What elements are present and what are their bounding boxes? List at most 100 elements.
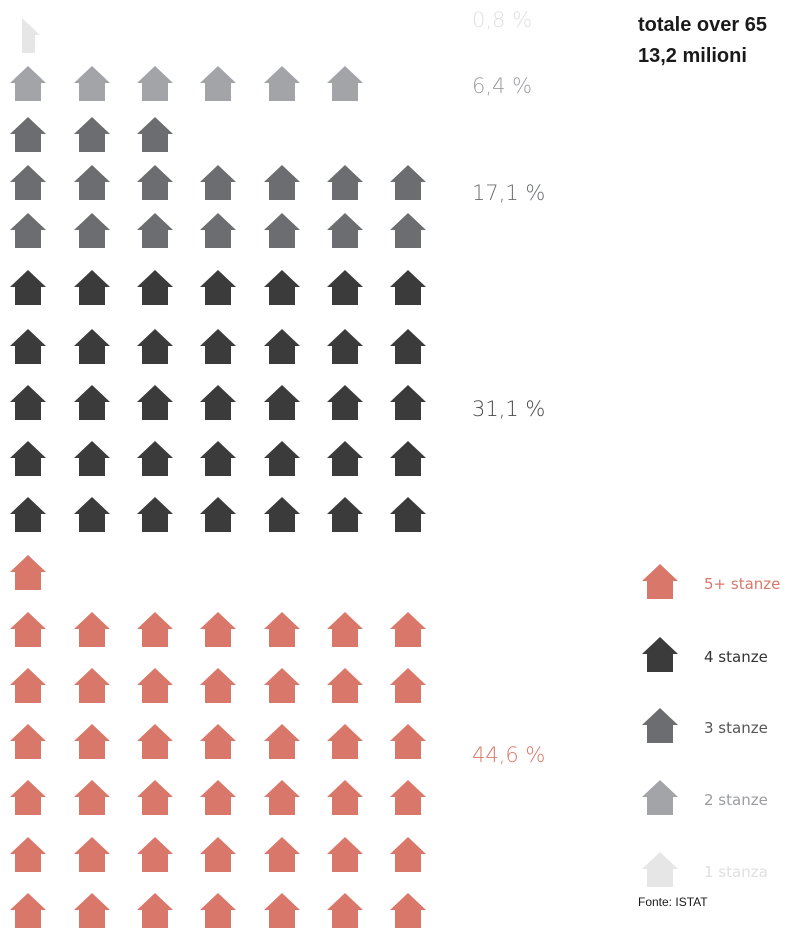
- house-icon: [327, 329, 363, 364]
- house-icon: [137, 441, 173, 476]
- house-icon: [10, 117, 46, 152]
- house-icon: [390, 612, 426, 647]
- house-icon: [74, 497, 110, 532]
- house-icon: [10, 165, 46, 200]
- house-icon: [22, 18, 40, 53]
- house-icon: [264, 612, 300, 647]
- house-icon: [74, 893, 110, 928]
- house-icon: [390, 724, 426, 759]
- house-icon: [200, 612, 236, 647]
- chart-title-line1: totale over 65: [638, 14, 767, 36]
- house-icon: [390, 441, 426, 476]
- house-icon: [137, 117, 173, 152]
- house-icon: [390, 837, 426, 872]
- house-icon: [74, 612, 110, 647]
- house-icon: [264, 497, 300, 532]
- house-icon: [74, 329, 110, 364]
- house-icon: [10, 329, 46, 364]
- house-icon: [10, 612, 46, 647]
- house-icon: [390, 165, 426, 200]
- house-icon: [264, 213, 300, 248]
- house-icon: [327, 497, 363, 532]
- house-icon: [390, 497, 426, 532]
- legend-house-icon: [642, 708, 678, 743]
- house-icon: [200, 780, 236, 815]
- legend-house-icon: [642, 780, 678, 815]
- house-icon: [327, 893, 363, 928]
- house-icon: [10, 780, 46, 815]
- house-icon: [74, 270, 110, 305]
- house-icon: [200, 270, 236, 305]
- house-icon: [264, 893, 300, 928]
- legend: 5+ stanze 4 stanze 3 stanze 2 stanze 1 stanz…: [642, 564, 780, 887]
- house-icon: [390, 329, 426, 364]
- legend-label: 4 stanze: [704, 648, 768, 666]
- house-icon: [74, 837, 110, 872]
- house-icon: [200, 385, 236, 420]
- percent-label: 17,1 %: [472, 181, 545, 205]
- percent-label: 6,4 %: [472, 74, 532, 98]
- house-icon: [74, 385, 110, 420]
- house-icon: [74, 213, 110, 248]
- house-icon: [390, 270, 426, 305]
- house-icon: [327, 385, 363, 420]
- percent-label: 0,8 %: [472, 8, 532, 32]
- house-icon: [74, 724, 110, 759]
- house-icon: [137, 329, 173, 364]
- house-icon: [137, 385, 173, 420]
- house-icon: [390, 668, 426, 703]
- house-icon: [200, 441, 236, 476]
- house-icon: [200, 837, 236, 872]
- house-icon: [10, 270, 46, 305]
- legend-house-icon: [642, 852, 678, 887]
- legend-label: 1 stanza: [704, 863, 768, 881]
- house-icon: [264, 780, 300, 815]
- house-icon: [137, 612, 173, 647]
- house-icon: [390, 780, 426, 815]
- house-icon: [264, 270, 300, 305]
- house-icon: [390, 893, 426, 928]
- house-icon: [10, 668, 46, 703]
- house-icon: [137, 213, 173, 248]
- house-icon: [390, 385, 426, 420]
- house-icon: [264, 329, 300, 364]
- house-icon: [137, 165, 173, 200]
- house-icon: [264, 385, 300, 420]
- house-icon: [200, 213, 236, 248]
- house-icon: [327, 837, 363, 872]
- house-icon: [10, 213, 46, 248]
- house-icon: [200, 165, 236, 200]
- house-icon: [200, 724, 236, 759]
- house-icon: [74, 117, 110, 152]
- house-icon: [137, 780, 173, 815]
- house-icon: [327, 270, 363, 305]
- percent-label: 31,1 %: [472, 397, 545, 421]
- house-icon: [74, 165, 110, 200]
- house-icon: [137, 497, 173, 532]
- legend-label: 5+ stanze: [704, 575, 780, 593]
- legend-house-icon: [642, 637, 678, 672]
- house-icon: [327, 213, 363, 248]
- house-icon: [74, 441, 110, 476]
- house-icon: [200, 329, 236, 364]
- source-note: Fonte: ISTAT: [638, 895, 708, 909]
- house-icon: [137, 724, 173, 759]
- house-icon: [137, 270, 173, 305]
- house-icon: [74, 668, 110, 703]
- house-icon: [200, 497, 236, 532]
- house-icons: [10, 18, 426, 928]
- legend-house-icon: [642, 564, 678, 599]
- house-icon: [137, 668, 173, 703]
- house-icon: [327, 66, 363, 101]
- house-icon: [10, 893, 46, 928]
- house-icon: [10, 724, 46, 759]
- house-icon: [264, 837, 300, 872]
- house-icon: [390, 213, 426, 248]
- house-icon: [327, 165, 363, 200]
- house-icon: [327, 780, 363, 815]
- house-icon: [10, 837, 46, 872]
- house-icon: [10, 66, 46, 101]
- house-icon: [200, 66, 236, 101]
- chart-title-line2: 13,2 milioni: [638, 45, 747, 67]
